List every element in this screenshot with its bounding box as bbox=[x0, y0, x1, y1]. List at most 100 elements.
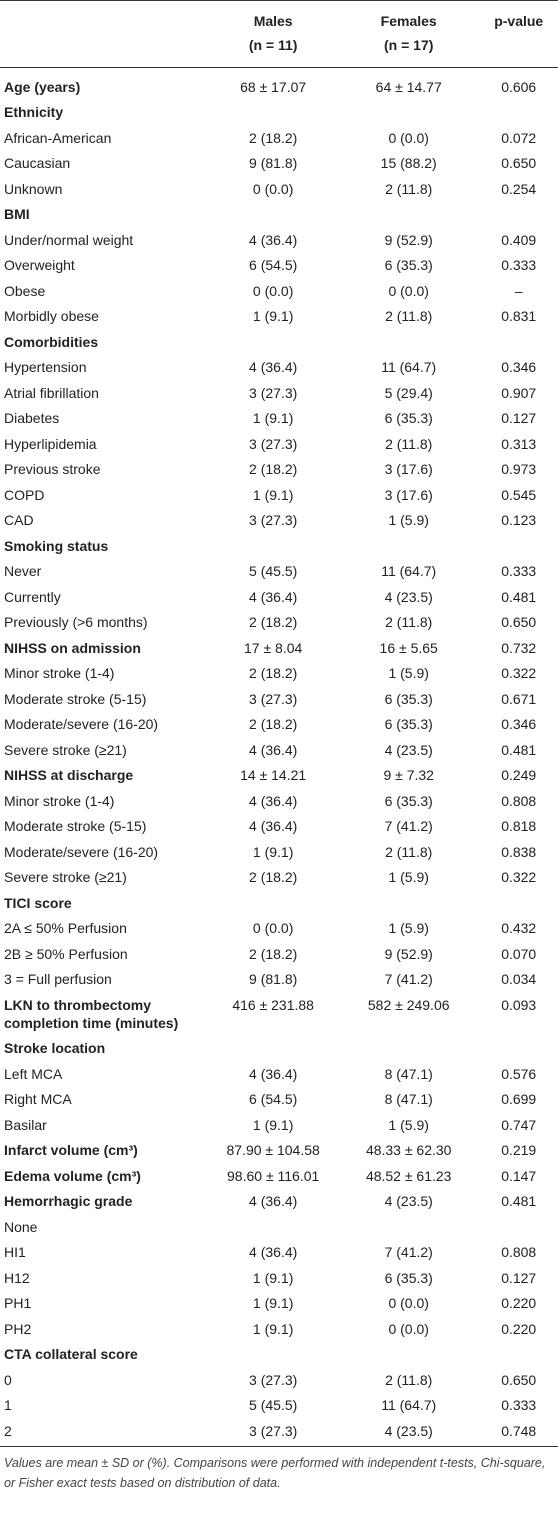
table-cell: 0 (0.0) bbox=[388, 1320, 429, 1337]
row-label: 0 bbox=[4, 1371, 12, 1388]
table-row: Hyperlipidemia 3 (27.3) 2 (11.8) 0.313 bbox=[0, 431, 558, 457]
table-cell: – bbox=[514, 282, 523, 299]
table-cell: 0.070 bbox=[501, 945, 537, 962]
table-row: NIHSS on admission 17 ± 8.04 16 ± 5.65 0.73… bbox=[0, 635, 558, 661]
table-cell: 2 (18.2) bbox=[249, 461, 298, 478]
table-row: HI1 4 (36.4) 7 (41.2) 0.808 bbox=[0, 1240, 558, 1266]
table-cell: 0.808 bbox=[501, 792, 537, 809]
row-label: Hypertension bbox=[4, 359, 87, 376]
table-cell: 0 (0.0) bbox=[388, 282, 429, 299]
table-row: Hypertension 4 (36.4) 11 (64.7) 0.346 bbox=[0, 355, 558, 381]
row-label: Severe stroke (≥21) bbox=[4, 741, 127, 758]
table-cell: 0.322 bbox=[501, 665, 537, 682]
table-cell: 0.127 bbox=[501, 410, 537, 427]
table-cell: 0.907 bbox=[501, 384, 537, 401]
table-cell: 98.60 ± 116.01 bbox=[227, 1167, 320, 1184]
table-cell: 6 (35.3) bbox=[384, 1269, 433, 1286]
table-cell: 1 (9.1) bbox=[252, 1116, 294, 1133]
table-cell: 1 (9.1) bbox=[252, 843, 294, 860]
table-cell: 9 (52.9) bbox=[384, 231, 433, 248]
row-label: 2 bbox=[4, 1422, 12, 1439]
table-row: Basilar 1 (9.1) 1 (5.9) 0.747 bbox=[0, 1112, 558, 1138]
table-cell: 0.818 bbox=[501, 818, 537, 835]
table-row: PH2 1 (9.1) 0 (0.0) 0.220 bbox=[0, 1316, 558, 1342]
table-cell: 0.808 bbox=[501, 1244, 537, 1261]
row-label: Edema volume (cm³) bbox=[4, 1167, 141, 1184]
table-row: CAD 3 (27.3) 1 (5.9) 0.123 bbox=[0, 508, 558, 534]
table-row: Caucasian 9 (81.8) 15 (88.2) 0.650 bbox=[0, 151, 558, 177]
table-row: Moderate/severe (16-20) 2 (18.2) 6 (35.3) 0… bbox=[0, 712, 558, 738]
row-label: PH1 bbox=[4, 1295, 32, 1312]
row-label: Unknown bbox=[4, 180, 63, 197]
table-cell: 9 ± 7.32 bbox=[383, 767, 434, 784]
row-label: Age (years) bbox=[4, 78, 81, 95]
table-cell: 1 (9.1) bbox=[252, 1269, 294, 1286]
table-cell: 6 (54.5) bbox=[249, 1091, 298, 1108]
table-cell: 0.432 bbox=[501, 920, 537, 937]
table-cell: 0.219 bbox=[501, 1142, 537, 1159]
table-cell: 2 (11.8) bbox=[385, 614, 433, 631]
table-row: Never 5 (45.5) 11 (64.7) 0.333 bbox=[0, 559, 558, 585]
table-cell: 0.034 bbox=[501, 971, 537, 988]
row-label: Smoking status bbox=[4, 537, 109, 554]
row-label: None bbox=[4, 1218, 38, 1235]
table-cell: 2 (18.2) bbox=[249, 945, 298, 962]
row-label: Basilar bbox=[4, 1116, 47, 1133]
table-row: PH1 1 (9.1) 0 (0.0) 0.220 bbox=[0, 1291, 558, 1317]
table-cell: 4 (36.4) bbox=[249, 792, 298, 809]
table-row: Hemorrhagic grade 4 (36.4) 4 (23.5) 0.481 bbox=[0, 1189, 558, 1215]
table-cell: 2 (11.8) bbox=[385, 180, 433, 197]
table-row: 2B ≥ 50% Perfusion 2 (18.2) 9 (52.9) 0.070 bbox=[0, 941, 558, 967]
table-cell: 0.220 bbox=[501, 1295, 537, 1312]
table-cell: 4 (36.4) bbox=[249, 741, 298, 758]
table-cell: 0.650 bbox=[501, 1371, 537, 1388]
table-cell: 4 (23.5) bbox=[384, 1422, 433, 1439]
table-cell: 0.481 bbox=[501, 741, 537, 758]
table-row: Edema volume (cm³) 98.60 ± 116.01 48.52 ± … bbox=[0, 1163, 558, 1189]
row-label: Severe stroke (≥21) bbox=[4, 869, 127, 886]
table-cell: 3 (27.3) bbox=[249, 435, 298, 452]
table-cell: 2 (18.2) bbox=[249, 129, 298, 146]
row-label: Obese bbox=[4, 282, 46, 299]
table-cell: 0.072 bbox=[501, 129, 537, 146]
table-cell: 0.732 bbox=[501, 639, 537, 656]
row-label: Previously (>6 months) bbox=[4, 614, 148, 631]
table-cell: 1 (5.9) bbox=[388, 920, 429, 937]
table-cell: 15 (88.2) bbox=[380, 155, 437, 172]
table-body: Age (years) 68 ± 17.07 64 ± 14.77 0.606 Ethn… bbox=[0, 68, 558, 1447]
table-cell: 4 (36.4) bbox=[249, 588, 298, 605]
table-cell: 0.973 bbox=[501, 461, 537, 478]
table-cell: 6 (35.3) bbox=[384, 690, 433, 707]
row-label: Moderate stroke (5-15) bbox=[4, 818, 147, 835]
table-cell: 6 (35.3) bbox=[384, 257, 433, 274]
table-cell: 0.313 bbox=[501, 435, 537, 452]
table-row: Previously (>6 months) 2 (18.2) 2 (11.8) 0.… bbox=[0, 610, 558, 636]
header-blank bbox=[0, 9, 206, 67]
header-line: Males bbox=[253, 13, 293, 29]
table-cell: 0.322 bbox=[501, 869, 537, 886]
table-cell: 0.220 bbox=[501, 1320, 537, 1337]
table-cell: 3 (27.3) bbox=[249, 1422, 298, 1439]
row-label: African-American bbox=[4, 129, 112, 146]
row-label: Stroke location bbox=[4, 1040, 106, 1057]
table-row: 3 = Full perfusion 9 (81.8) 7 (41.2) 0.034 bbox=[0, 967, 558, 993]
table-cell: 582 ± 249.06 bbox=[367, 996, 450, 1013]
table-cell: 9 (52.9) bbox=[384, 945, 433, 962]
header-line: (n = 17) bbox=[384, 37, 434, 53]
table-cell: 4 (23.5) bbox=[384, 588, 433, 605]
table-cell: 3 (17.6) bbox=[384, 486, 433, 503]
table-cell: 9 (81.8) bbox=[249, 971, 298, 988]
section-row: Stroke location bbox=[0, 1036, 558, 1062]
table-row: 1 5 (45.5) 11 (64.7) 0.333 bbox=[0, 1393, 558, 1419]
row-label: Hemorrhagic grade bbox=[4, 1193, 133, 1210]
header-cell: p-value bbox=[479, 9, 558, 67]
table-row: Under/normal weight 4 (36.4) 9 (52.9) 0.409 bbox=[0, 227, 558, 253]
row-label: TICI score bbox=[4, 894, 72, 911]
row-label: Right MCA bbox=[4, 1091, 72, 1108]
table-cell: 0.699 bbox=[501, 1091, 537, 1108]
table-cell: 0.254 bbox=[501, 180, 537, 197]
table-row: Minor stroke (1-4) 2 (18.2) 1 (5.9) 0.322 bbox=[0, 661, 558, 687]
row-label: Comorbidities bbox=[4, 333, 99, 350]
header-line: (n = 11) bbox=[248, 37, 298, 53]
table-cell: 0.606 bbox=[501, 78, 537, 95]
